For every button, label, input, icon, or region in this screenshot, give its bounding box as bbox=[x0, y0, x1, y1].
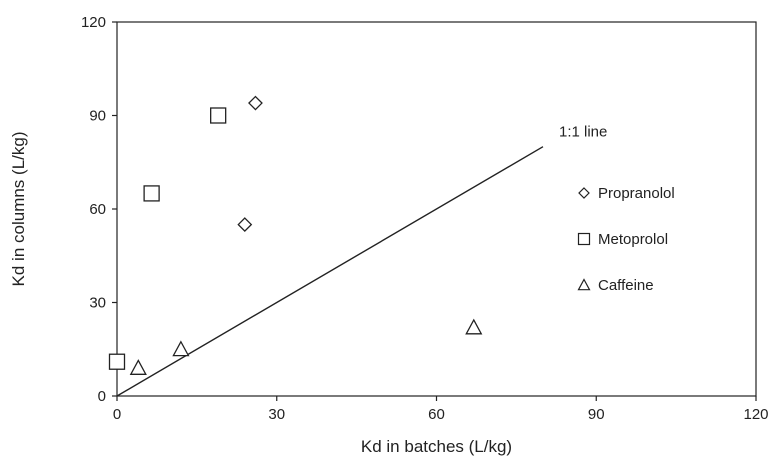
y-tick-label: 120 bbox=[81, 14, 106, 31]
legend-marker-caffeine bbox=[577, 278, 591, 291]
propranolol-point bbox=[248, 95, 263, 111]
legend-label-metoprolol: Metoprolol bbox=[598, 231, 668, 248]
legend-marker-propranolol bbox=[578, 187, 590, 199]
legend-label-caffeine: Caffeine bbox=[598, 277, 654, 294]
reference-line bbox=[116, 146, 544, 397]
y-tick-label: 30 bbox=[89, 295, 106, 312]
metoprolol-point bbox=[210, 107, 227, 124]
y-tick-label: 90 bbox=[89, 108, 106, 125]
caffeine-point bbox=[465, 318, 483, 335]
legend-label-propranolol: Propranolol bbox=[598, 185, 675, 202]
legend-marker-metoprolol bbox=[577, 232, 591, 246]
x-tick-label: 60 bbox=[428, 406, 445, 423]
reference-line-label: 1:1 line bbox=[559, 124, 607, 141]
caffeine-point bbox=[129, 359, 147, 375]
reference-line-group bbox=[116, 146, 544, 397]
legend-entry-metoprolol: Metoprolol bbox=[577, 231, 668, 248]
x-tick-label: 90 bbox=[588, 406, 605, 423]
legend: Propranolol Metoprolol Caffeine bbox=[577, 185, 675, 294]
y-tick-label: 60 bbox=[89, 201, 106, 218]
x-axis-label: Kd in batches (L/kg) bbox=[361, 437, 512, 456]
legend-entry-propranolol: Propranolol bbox=[578, 185, 675, 202]
y-axis-label: Kd in columns (L/kg) bbox=[9, 132, 28, 287]
propranolol-point bbox=[237, 217, 253, 233]
axis-ticks: 0 30 60 90 120 0 30 60 90 120 bbox=[81, 14, 769, 423]
x-tick-label: 30 bbox=[268, 406, 285, 423]
metoprolol-point bbox=[143, 185, 160, 202]
caffeine-point bbox=[172, 340, 190, 357]
x-tick-label: 0 bbox=[113, 406, 121, 423]
legend-entry-caffeine: Caffeine bbox=[577, 277, 654, 294]
data-markers bbox=[108, 95, 483, 375]
metoprolol-point bbox=[108, 353, 126, 370]
y-tick-label: 0 bbox=[98, 388, 106, 405]
x-tick-label: 120 bbox=[743, 406, 768, 423]
